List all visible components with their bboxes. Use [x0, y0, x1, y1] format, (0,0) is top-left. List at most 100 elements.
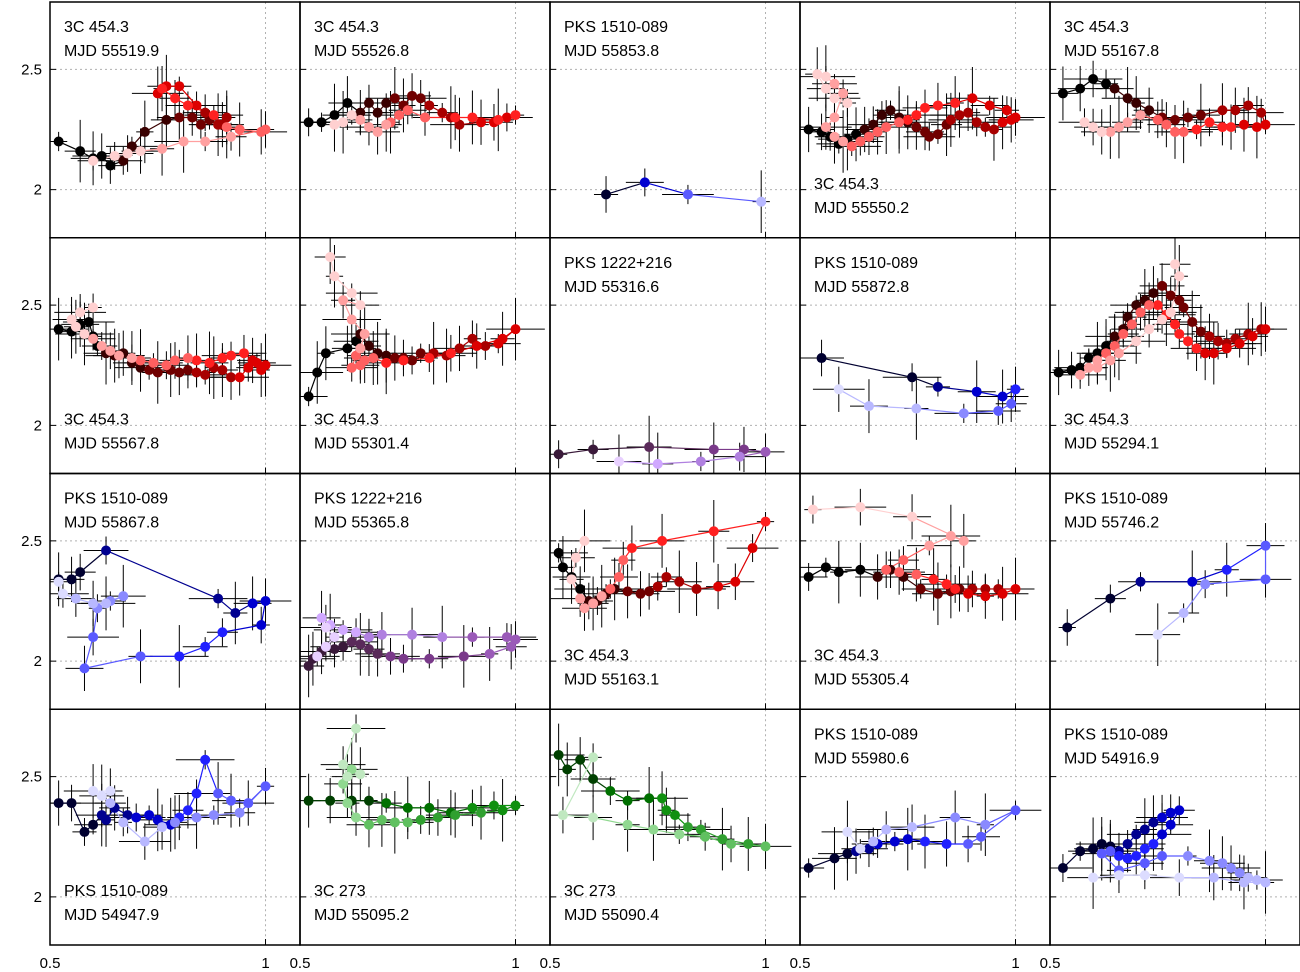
- panel-8-data: [550, 415, 785, 474]
- panel-mjd-label: MJD 55853.8: [564, 43, 659, 60]
- data-point: [829, 112, 840, 123]
- data-point: [338, 759, 349, 770]
- panel-12-data: [300, 590, 538, 698]
- data-point: [122, 810, 133, 821]
- data-point: [1101, 341, 1112, 352]
- data-point: [717, 834, 728, 845]
- data-point: [902, 834, 913, 845]
- data-point: [566, 574, 577, 585]
- panel-mjd-label: MJD 55167.8: [1064, 43, 1159, 60]
- data-point: [657, 793, 668, 804]
- panel-source-label: PKS 1510-089: [1064, 491, 1168, 508]
- series-line: [1066, 598, 1111, 628]
- data-point: [415, 348, 426, 359]
- panel-mjd-label: MJD 55301.4: [314, 436, 409, 453]
- data-point: [1217, 122, 1228, 133]
- series-line: [644, 181, 689, 196]
- data-point: [588, 444, 599, 455]
- data-point: [1131, 98, 1142, 109]
- data-point: [605, 786, 616, 797]
- data-point: [170, 93, 180, 104]
- data-point: [575, 754, 586, 765]
- data-point: [863, 843, 874, 854]
- data-point: [553, 547, 564, 558]
- data-point: [1109, 83, 1120, 94]
- series-line: [860, 506, 913, 518]
- data-point: [829, 853, 840, 864]
- data-point: [221, 122, 232, 133]
- data-point: [355, 114, 366, 125]
- data-point: [1075, 846, 1086, 857]
- data-point: [605, 583, 616, 594]
- data-point: [135, 651, 146, 662]
- data-point: [618, 555, 629, 566]
- data-point: [88, 302, 99, 313]
- data-point: [195, 119, 206, 130]
- data-point: [118, 817, 129, 828]
- data-point: [557, 562, 568, 573]
- data-point: [372, 648, 383, 659]
- panel-10-data: [1050, 237, 1288, 396]
- data-point: [894, 567, 905, 578]
- data-point: [497, 333, 508, 344]
- data-point: [338, 641, 349, 652]
- data-point: [170, 355, 180, 366]
- data-point: [1260, 540, 1271, 551]
- data-point: [1088, 73, 1099, 84]
- data-point: [226, 795, 237, 806]
- series-line: [1205, 578, 1266, 585]
- data-point: [734, 451, 745, 462]
- data-point: [1062, 622, 1073, 633]
- data-point: [963, 107, 974, 118]
- y-tick-label: 2: [34, 889, 42, 906]
- data-point: [958, 408, 969, 419]
- data-point: [200, 754, 211, 765]
- data-point: [476, 807, 487, 818]
- data-point: [260, 781, 271, 792]
- data-point: [613, 456, 624, 467]
- series-line: [937, 386, 977, 393]
- data-point: [920, 836, 930, 847]
- data-point: [1122, 93, 1133, 104]
- data-point: [1010, 112, 1021, 123]
- data-point: [730, 576, 741, 587]
- series-line: [562, 757, 594, 816]
- data-point: [1152, 300, 1163, 311]
- data-point: [950, 98, 961, 109]
- data-point: [126, 141, 137, 152]
- data-point: [329, 644, 340, 655]
- panel-source-label: PKS 1510-089: [814, 255, 918, 272]
- data-point: [247, 355, 258, 366]
- data-point: [963, 588, 974, 599]
- data-point: [803, 571, 814, 582]
- data-point: [924, 131, 935, 142]
- data-point: [338, 117, 349, 128]
- data-point: [1200, 579, 1211, 590]
- data-point: [691, 583, 702, 594]
- data-point: [1096, 126, 1107, 137]
- data-point: [191, 100, 202, 111]
- panel-mjd-label: MJD 55090.4: [564, 907, 659, 924]
- data-point: [1088, 843, 1099, 854]
- data-point: [407, 355, 418, 366]
- data-point: [402, 817, 413, 828]
- data-point: [88, 155, 99, 166]
- panel-mjd-label: MJD 55095.2: [314, 907, 409, 924]
- data-point: [1182, 336, 1193, 347]
- data-point: [101, 598, 112, 609]
- data-point: [967, 93, 978, 104]
- data-point: [1161, 119, 1172, 130]
- data-point: [579, 603, 590, 614]
- data-point: [863, 131, 874, 142]
- panel-source-label: PKS 1222+216: [564, 255, 672, 272]
- panel-20-data: [1050, 794, 1283, 914]
- data-point: [695, 456, 706, 467]
- data-point: [613, 571, 624, 582]
- data-point: [480, 341, 491, 352]
- series-line: [980, 809, 1016, 838]
- data-point: [234, 124, 245, 135]
- data-point: [200, 369, 211, 380]
- panel-4-data: [800, 45, 1045, 173]
- data-point: [1204, 331, 1215, 342]
- data-point: [312, 651, 323, 662]
